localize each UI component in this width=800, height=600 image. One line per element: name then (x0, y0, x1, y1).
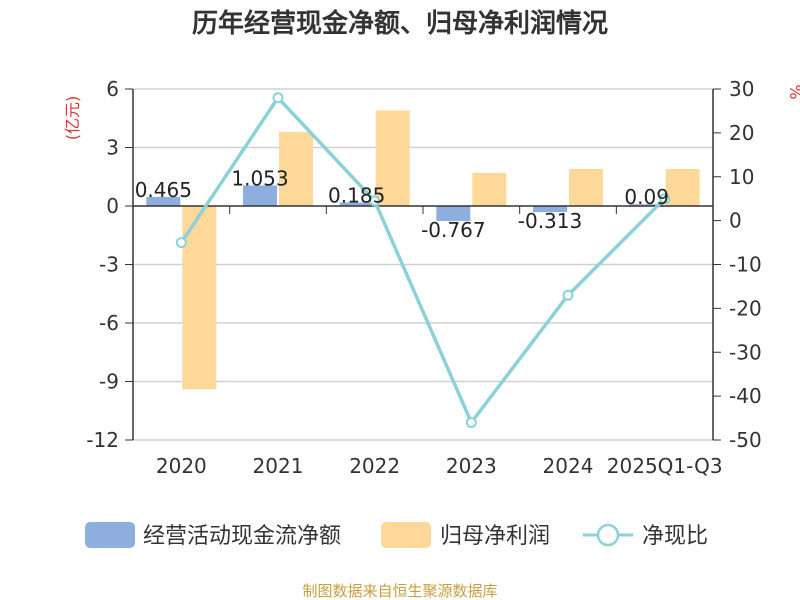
point-cashratio[interactable] (272, 92, 284, 104)
data-label-cashflow: -0.767 (421, 218, 485, 242)
point-cashratio[interactable] (562, 289, 574, 301)
point-cashratio[interactable] (175, 237, 187, 249)
data-label-cashflow: -0.313 (518, 209, 582, 233)
legend-label-netprofit[interactable]: 归母净利润 (440, 524, 550, 549)
data-label-cashflow: 0.185 (328, 183, 385, 207)
legend-swatch-cashratio-marker[interactable] (596, 523, 620, 547)
left-tick-label: 6 (106, 77, 119, 101)
right-axis-unit: % (786, 84, 800, 99)
bar-cashflow[interactable] (146, 196, 181, 206)
legend: 经营活动现金流净额 归母净利润 净现比 (85, 522, 708, 549)
point-cashratio[interactable] (369, 195, 381, 207)
right-tick-label: -50 (729, 428, 762, 452)
right-tick-label: 20 (729, 121, 754, 145)
legend-label-cashflow[interactable]: 经营活动现金流净额 (143, 524, 341, 549)
legend-label-cashratio[interactable]: 净现比 (642, 524, 708, 549)
bar-cashflow[interactable] (243, 185, 277, 206)
data-label-cashflow: 1.053 (231, 166, 288, 190)
data-label-cashflow: 0.465 (135, 178, 192, 202)
right-tick-label: -10 (729, 253, 762, 277)
left-tick-label: -6 (99, 311, 119, 335)
axes-layer (125, 88, 721, 441)
bar-netprofit[interactable] (182, 206, 217, 390)
left-tick-label: -12 (86, 428, 119, 452)
category-label: 2020 (156, 454, 207, 478)
right-tick-label: -40 (729, 384, 762, 408)
right-tick-label: 10 (729, 165, 754, 189)
left-tick-label: -3 (99, 253, 119, 277)
bar-netprofit[interactable] (279, 131, 313, 206)
right-tick-label: 30 (729, 77, 754, 101)
left-axis-unit: (亿元) (63, 96, 82, 141)
right-tick-label: -20 (729, 296, 762, 320)
category-label: 2023 (446, 454, 497, 478)
bar-netprofit[interactable] (569, 168, 603, 206)
category-label: 2022 (349, 454, 400, 478)
category-label: 2025Q1-Q3 (607, 454, 723, 478)
right-tick-label: -30 (729, 340, 762, 364)
bar-netprofit[interactable] (665, 168, 700, 206)
line-layer (175, 92, 671, 428)
legend-swatch-cashflow[interactable] (85, 522, 135, 548)
bar-cashflow[interactable] (339, 202, 374, 206)
legend-swatch-netprofit[interactable] (381, 522, 431, 548)
category-label: 2024 (543, 454, 594, 478)
point-cashratio[interactable] (659, 193, 671, 205)
left-tick-label: 0 (106, 194, 119, 218)
line-cashratio (179, 96, 666, 425)
grid-lines (133, 88, 713, 441)
bars-layer (146, 110, 700, 390)
bar-cashflow[interactable] (436, 206, 471, 221)
source-note: 制图数据来自恒生聚源数据库 (302, 582, 497, 600)
bar-cashflow[interactable] (629, 204, 664, 206)
left-tick-label: -9 (99, 370, 119, 394)
bar-netprofit[interactable] (375, 110, 410, 206)
point-cashratio[interactable] (465, 416, 477, 428)
bar-netprofit[interactable] (472, 172, 507, 206)
category-label: 2021 (253, 454, 304, 478)
chart-title: 历年经营现金净额、归母净利润情况 (192, 8, 608, 39)
data-label-cashflow: 0.09 (624, 185, 669, 209)
left-tick-label: 3 (106, 136, 119, 160)
data-labels-layer: 0.465 1.053 0.185 -0.767 -0.313 0.09 (135, 166, 669, 241)
right-tick-label: 0 (729, 209, 742, 233)
bar-cashflow[interactable] (533, 206, 567, 213)
